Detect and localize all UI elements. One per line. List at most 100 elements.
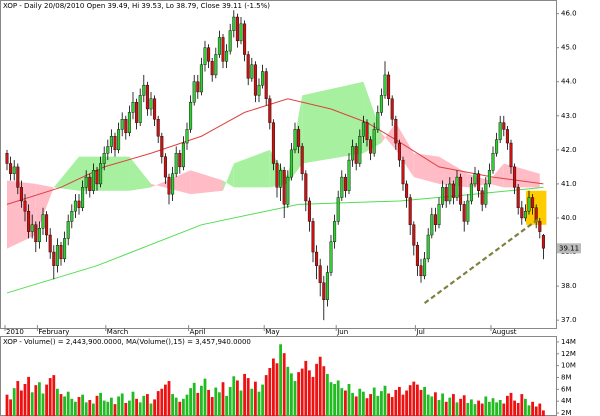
candle-body bbox=[516, 187, 520, 208]
candle-body bbox=[91, 170, 95, 191]
candle-body bbox=[419, 265, 423, 277]
candle-body bbox=[520, 207, 524, 219]
cloud bbox=[302, 81, 364, 164]
candle-body bbox=[444, 187, 448, 202]
candle-body bbox=[120, 119, 124, 130]
last-price-tag bbox=[557, 243, 581, 254]
candle-body bbox=[131, 101, 135, 113]
candle-body bbox=[268, 98, 272, 123]
volume-bar bbox=[23, 384, 27, 416]
volume-bar bbox=[9, 399, 12, 416]
candle-body bbox=[415, 245, 419, 266]
volume-bar bbox=[318, 356, 322, 416]
cloud bbox=[35, 183, 54, 236]
volume-bar bbox=[473, 404, 477, 416]
volume-bar bbox=[257, 391, 261, 416]
candle-body bbox=[246, 54, 250, 79]
volume-bar bbox=[480, 403, 484, 416]
volume-bar bbox=[304, 360, 308, 416]
candle-body bbox=[282, 170, 286, 205]
volume-bar bbox=[340, 388, 344, 416]
y-tick-label: 12M bbox=[561, 350, 576, 358]
volume-bar bbox=[156, 391, 160, 416]
candle-body bbox=[264, 71, 268, 99]
candle-body bbox=[149, 98, 153, 110]
candle-body bbox=[311, 221, 315, 253]
x-tick-label: February bbox=[38, 328, 69, 336]
candle-body bbox=[9, 163, 13, 174]
volume-bar bbox=[160, 388, 164, 416]
cloud bbox=[79, 156, 130, 191]
candle-body bbox=[473, 173, 477, 185]
candle-body bbox=[498, 122, 502, 140]
volume-bar bbox=[347, 384, 351, 416]
y-tick-label: 8M bbox=[561, 373, 572, 381]
volume-bar bbox=[167, 381, 171, 416]
volume-bar bbox=[491, 398, 495, 416]
candle-body bbox=[124, 119, 128, 134]
candle-body bbox=[538, 221, 542, 232]
candle-body bbox=[426, 234, 430, 260]
volume-bar bbox=[423, 386, 426, 416]
volume-bar bbox=[405, 390, 408, 416]
cloud bbox=[151, 170, 191, 195]
candle-body bbox=[437, 204, 441, 225]
volume-bar bbox=[434, 392, 437, 416]
candle-body bbox=[127, 112, 131, 134]
candle-body bbox=[167, 176, 171, 195]
volume-bar bbox=[102, 400, 106, 416]
candle-body bbox=[325, 272, 329, 300]
candle-body bbox=[59, 245, 63, 260]
volume-bar bbox=[531, 401, 534, 416]
volume-bar bbox=[185, 394, 189, 416]
candle-body bbox=[153, 98, 157, 120]
volume-bar bbox=[142, 395, 146, 416]
y-tick-label: 14M bbox=[561, 338, 576, 346]
volume-bar bbox=[239, 390, 243, 416]
candle-body bbox=[387, 74, 391, 99]
volume-bar bbox=[246, 378, 250, 416]
volume-bar bbox=[254, 381, 257, 416]
candle-body bbox=[423, 258, 427, 277]
candle-body bbox=[113, 136, 117, 151]
volume-bar bbox=[509, 392, 513, 416]
candle-body bbox=[117, 129, 121, 151]
candle-body bbox=[145, 84, 149, 110]
candle-body bbox=[203, 47, 207, 65]
volume-bar bbox=[95, 395, 99, 416]
volume-bar bbox=[218, 392, 221, 416]
candle-body bbox=[376, 112, 380, 130]
candle-body bbox=[232, 16, 236, 31]
volume-bar bbox=[5, 394, 9, 416]
volume-bar bbox=[174, 397, 178, 416]
candle-body bbox=[358, 136, 362, 164]
volume-bar bbox=[524, 398, 527, 416]
candle-body bbox=[37, 228, 41, 243]
volume-bar bbox=[344, 390, 347, 416]
volume-bar bbox=[311, 376, 315, 416]
candle-body bbox=[487, 170, 491, 185]
volume-bar bbox=[401, 394, 405, 416]
candle-body bbox=[480, 190, 484, 205]
volume-bar bbox=[452, 394, 455, 416]
candle-body bbox=[462, 204, 466, 222]
volume-bar bbox=[290, 373, 293, 416]
candle-body bbox=[318, 265, 322, 283]
volume-bar bbox=[326, 373, 329, 416]
candle-body bbox=[354, 146, 358, 164]
x-tick-label: Jul bbox=[415, 328, 425, 336]
y-tick-label: 38.0 bbox=[561, 282, 577, 290]
candle-body bbox=[142, 84, 146, 96]
volume-bar bbox=[146, 394, 149, 416]
volume-bar bbox=[477, 400, 480, 416]
candle-body bbox=[156, 119, 160, 137]
volume-bar bbox=[128, 400, 131, 416]
volume-bar bbox=[63, 396, 66, 416]
volume-bar bbox=[390, 397, 394, 416]
candle-body bbox=[451, 183, 455, 198]
volume-bar bbox=[171, 394, 174, 416]
volume-bar bbox=[164, 384, 167, 416]
candle-body bbox=[329, 241, 333, 273]
y-tick-label: 41.0 bbox=[561, 180, 577, 188]
volume-bar bbox=[297, 372, 300, 416]
